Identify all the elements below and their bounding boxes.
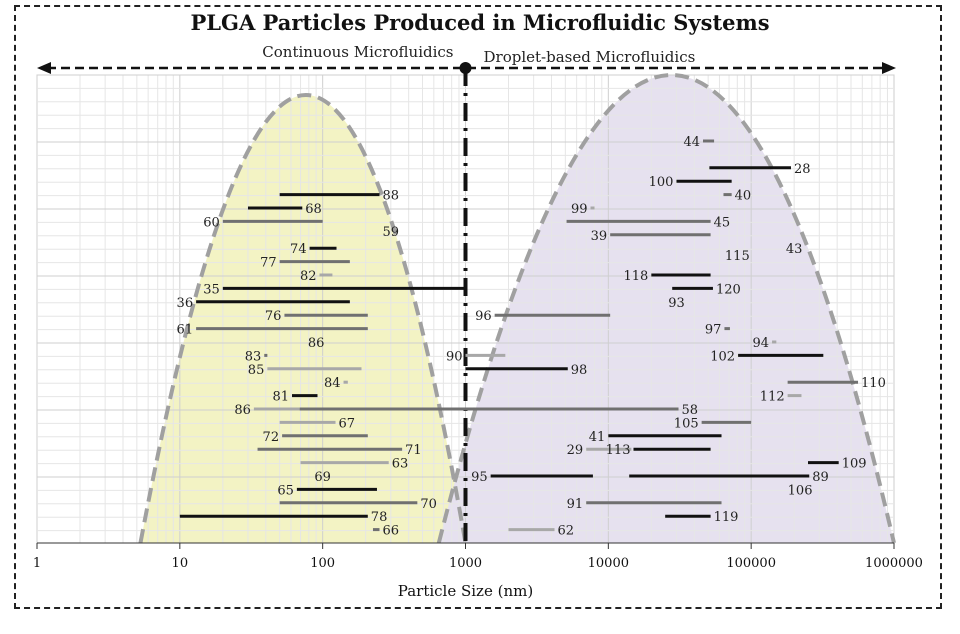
x-tick-label: 1000000: [865, 556, 923, 571]
bar-label-58: 58: [682, 403, 699, 418]
bar-label-85: 85: [248, 363, 265, 378]
bar-label-74: 74: [290, 242, 307, 257]
bar-label-84: 84: [324, 376, 341, 391]
bar-label-83: 83: [245, 349, 262, 364]
bar-label-62: 62: [558, 524, 575, 539]
arrow-right-icon: [882, 62, 896, 74]
bar-label-72: 72: [263, 430, 280, 445]
bar-label-35: 35: [203, 282, 220, 297]
bar-label-110: 110: [861, 376, 886, 391]
region-right: [438, 75, 894, 543]
x-tick-label: 10: [172, 556, 189, 571]
point-label-59: 59: [383, 225, 400, 240]
bar-label-66: 66: [383, 524, 400, 539]
bar-label-82: 82: [300, 269, 317, 284]
bar-label-40: 40: [735, 189, 752, 204]
bar-label-91: 91: [567, 497, 584, 512]
bar-label-113: 113: [606, 443, 631, 458]
bar-label-68: 68: [305, 202, 322, 217]
region-left: [140, 95, 466, 543]
bar-label-44: 44: [683, 135, 700, 150]
bar-label-76: 76: [265, 309, 282, 324]
legend-droplet: Droplet-based Microfluidics: [484, 48, 696, 66]
bar-label-94: 94: [752, 336, 769, 351]
bar-label-45: 45: [714, 215, 731, 230]
x-tick-label: 10000: [588, 556, 629, 571]
chart-frame: [14, 5, 942, 609]
bar-label-102: 102: [710, 349, 735, 364]
bar-label-63: 63: [392, 457, 409, 472]
bar-label-81: 81: [272, 390, 289, 405]
bar-label-70: 70: [420, 497, 437, 512]
bar-label-119: 119: [714, 510, 739, 525]
point-label-93: 93: [668, 296, 685, 311]
divider-dot: [459, 62, 472, 74]
region-outline-left: [138, 93, 468, 544]
x-tick-label: 100000: [726, 556, 776, 571]
bar-label-95: 95: [471, 470, 488, 485]
legend-continuous: Continuous Microfluidics: [262, 43, 453, 61]
point-label-115: 115: [725, 249, 750, 264]
bar-label-96: 96: [475, 309, 492, 324]
bar-label-39: 39: [591, 229, 608, 244]
bar-label-88: 88: [383, 189, 400, 204]
bar-label-67: 67: [339, 416, 356, 431]
bar-label-28: 28: [794, 162, 811, 177]
bar-label-90: 90: [446, 349, 463, 364]
bar-label-71: 71: [405, 443, 422, 458]
x-tick-label: 100: [310, 556, 335, 571]
bar-label-100: 100: [649, 175, 674, 190]
bar-label-36: 36: [177, 296, 194, 311]
bar-label-97: 97: [705, 323, 722, 338]
bar-label-98: 98: [571, 363, 588, 378]
bar-label-29: 29: [567, 443, 584, 458]
bar-label-105: 105: [674, 416, 699, 431]
bar-label-41: 41: [589, 430, 606, 445]
bar-label-65: 65: [277, 483, 294, 498]
point-label-86: 86: [308, 336, 325, 351]
x-tick-label: 1000: [449, 556, 482, 571]
chart-title: PLGA Particles Produced in Microfluidic …: [190, 10, 770, 35]
bar-label-86: 86: [234, 403, 251, 418]
x-tick-label: 1: [33, 556, 41, 571]
bar-label-99: 99: [571, 202, 588, 217]
bar-label-60: 60: [203, 215, 220, 230]
arrow-left-icon: [37, 62, 51, 74]
bar-label-112: 112: [760, 390, 785, 405]
bar-label-120: 120: [716, 282, 741, 297]
bar-label-118: 118: [624, 269, 649, 284]
point-label-43: 43: [786, 242, 803, 257]
bar-label-89: 89: [812, 470, 829, 485]
point-label-106: 106: [788, 483, 813, 498]
bar-label-77: 77: [260, 256, 277, 271]
x-axis-label: Particle Size (nm): [398, 582, 533, 600]
bar-label-78: 78: [371, 510, 388, 525]
point-label-69: 69: [314, 470, 331, 485]
bar-label-109: 109: [842, 457, 867, 472]
bar-label-61: 61: [177, 323, 194, 338]
